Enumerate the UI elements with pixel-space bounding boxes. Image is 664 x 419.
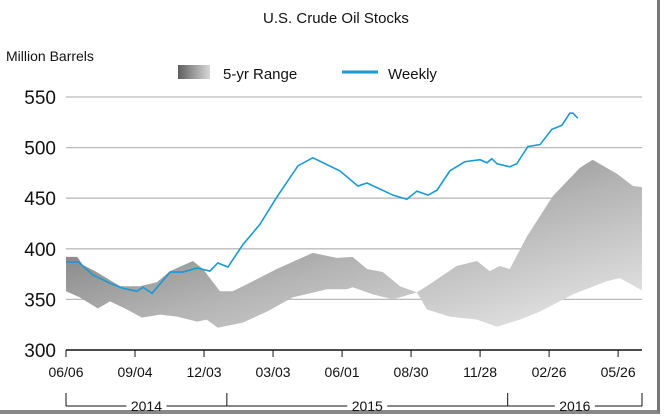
x-tick-label: 05/26 bbox=[601, 364, 636, 380]
y-tick-label: 300 bbox=[24, 341, 56, 362]
y-tick-label: 550 bbox=[24, 88, 56, 109]
year-label: 2014 bbox=[131, 398, 162, 414]
x-tick-label: 06/01 bbox=[325, 364, 360, 380]
y-tick-label: 450 bbox=[24, 189, 56, 210]
legend-label-range: 5-yr Range bbox=[223, 66, 297, 83]
x-tick-label: 08/30 bbox=[394, 364, 429, 380]
x-tick-label: 11/28 bbox=[463, 364, 497, 380]
x-tick-label: 06/06 bbox=[48, 364, 83, 380]
chart-title: U.S. Crude Oil Stocks bbox=[263, 10, 409, 27]
y-tick-label: 350 bbox=[24, 290, 56, 311]
legend-swatch-range bbox=[178, 65, 210, 79]
legend-label-weekly: Weekly bbox=[388, 66, 437, 83]
year-label: 2015 bbox=[352, 398, 383, 414]
weekly-line bbox=[66, 112, 579, 295]
x-tick-label: 12/03 bbox=[187, 364, 222, 380]
year-label: 2016 bbox=[559, 398, 590, 414]
x-tick-label: 02/26 bbox=[532, 364, 567, 380]
y-axis-label: Million Barrels bbox=[6, 48, 94, 64]
y-tick-label: 400 bbox=[24, 240, 56, 261]
y-tick-label: 500 bbox=[24, 139, 56, 160]
range-band bbox=[66, 159, 642, 328]
x-tick-label: 09/04 bbox=[117, 364, 152, 380]
x-tick-label: 03/03 bbox=[256, 364, 291, 380]
